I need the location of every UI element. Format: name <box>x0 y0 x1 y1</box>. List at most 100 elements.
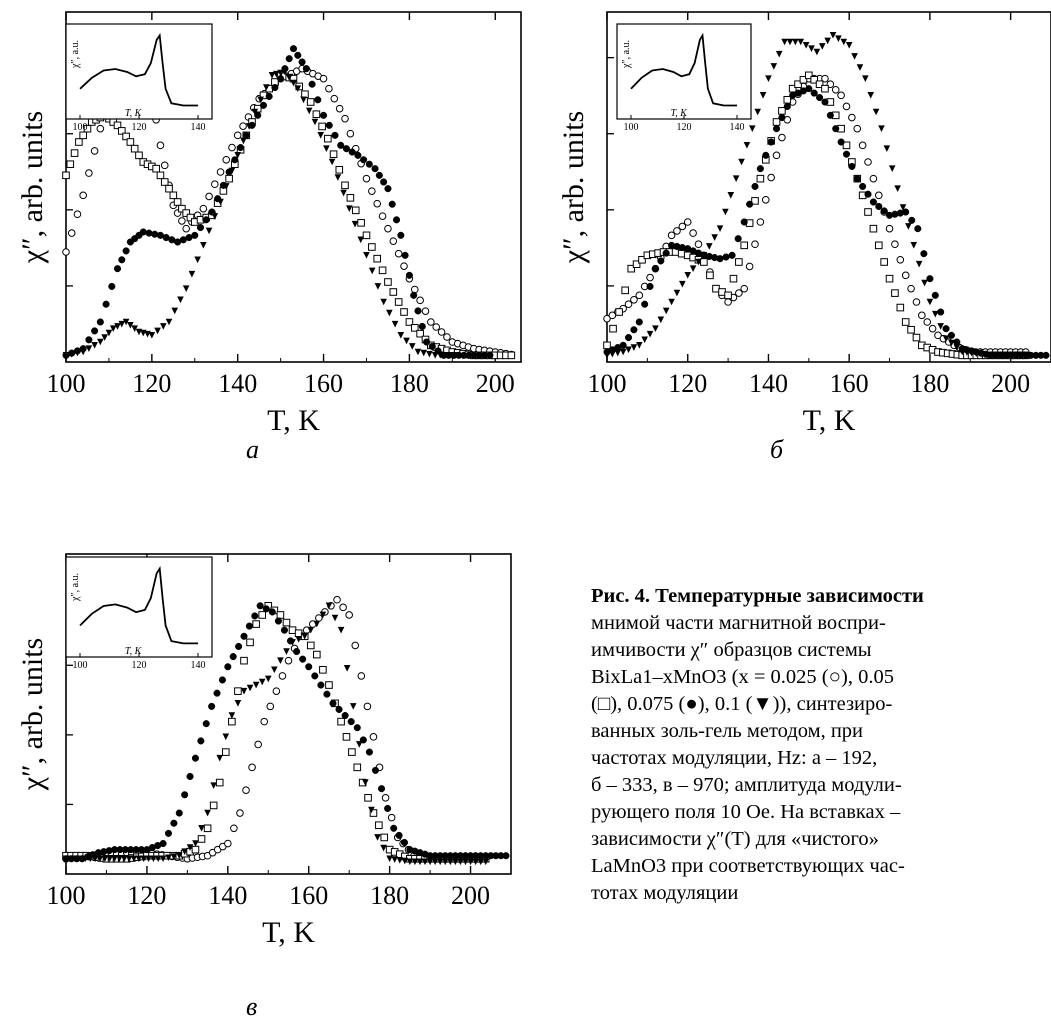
marker-filled-triangle <box>362 779 369 786</box>
marker-filled-triangle <box>289 639 296 646</box>
marker-filled-triangle <box>130 855 138 863</box>
marker-filled-triangle <box>317 132 324 139</box>
marker-open-square <box>756 174 765 183</box>
marker-open-square <box>615 308 623 316</box>
marker-filled-triangle <box>101 855 109 863</box>
marker-open-square <box>312 110 321 119</box>
x-axis-label: T, K <box>267 404 320 437</box>
x-tick-label: 140 <box>218 369 257 398</box>
caption-line: ванных золь-гель методом, при <box>591 720 864 742</box>
marker-open-circle <box>751 240 759 249</box>
marker-filled-circle <box>365 748 373 756</box>
marker-filled-circle <box>486 351 494 359</box>
marker-open-circle <box>772 151 781 160</box>
marker-filled-circle <box>323 690 331 698</box>
marker-filled-triangle <box>808 45 815 52</box>
marker-filled-triangle <box>609 350 616 358</box>
marker-filled-triangle <box>673 289 681 297</box>
marker-open-circle <box>673 227 681 235</box>
marker-open-circle <box>907 284 915 293</box>
marker-filled-triangle <box>397 332 405 339</box>
marker-open-square <box>885 274 894 283</box>
marker-filled-circle <box>853 175 861 183</box>
marker-filled-triangle <box>307 626 315 634</box>
marker-filled-circle <box>365 160 373 168</box>
marker-filled-triangle <box>334 174 342 181</box>
marker-open-square <box>394 298 403 306</box>
marker-open-circle <box>182 224 190 233</box>
marker-filled-triangle <box>135 855 143 863</box>
marker-open-square <box>353 763 362 772</box>
marker-open-circle <box>874 191 883 200</box>
marker-open-circle <box>369 733 378 741</box>
marker-filled-circle <box>859 182 867 190</box>
marker-filled-triangle <box>447 858 454 866</box>
marker-filled-triangle <box>217 198 224 206</box>
marker-filled-circle <box>405 271 413 279</box>
marker-filled-circle <box>237 144 245 152</box>
marker-filled-triangle <box>987 352 994 359</box>
marker-filled-circle <box>842 150 851 158</box>
marker-filled-triangle <box>271 666 278 674</box>
marker-filled-circle <box>837 138 845 146</box>
marker-filled-triangle <box>109 325 117 332</box>
marker-open-square <box>209 801 218 810</box>
marker-open-square <box>794 80 802 89</box>
marker-filled-triangle <box>467 858 474 866</box>
marker-filled-circle <box>254 111 262 119</box>
inset-x-tick-label: 100 <box>73 122 88 133</box>
marker-open-square <box>169 191 178 200</box>
marker-open-circle <box>853 124 862 133</box>
marker-filled-circle <box>353 724 361 732</box>
marker-filled-triangle <box>165 854 172 862</box>
marker-filled-circle <box>196 224 205 232</box>
marker-filled-circle <box>293 647 301 656</box>
marker-filled-circle <box>920 250 928 258</box>
marker-open-square <box>165 184 173 193</box>
marker-filled-circle <box>245 622 253 630</box>
marker-open-square <box>384 278 392 286</box>
marker-open-square <box>362 231 371 240</box>
marker-filled-triangle <box>743 142 751 149</box>
marker-filled-circle <box>164 829 173 837</box>
inset-x-tick-label: 140 <box>191 660 206 671</box>
inset: 100 120 140 T, K χ″, a.u. <box>65 556 213 671</box>
marker-filled-triangle <box>301 632 308 640</box>
marker-filled-triangle <box>159 855 167 863</box>
marker-open-square <box>126 138 135 146</box>
marker-filled-triangle <box>72 855 80 863</box>
marker-open-square <box>186 213 195 222</box>
marker-filled-triangle <box>204 809 211 817</box>
marker-open-square <box>348 748 356 756</box>
marker-filled-triangle <box>216 754 224 762</box>
marker-filled-triangle <box>97 338 104 346</box>
marker-open-circle <box>410 285 419 294</box>
marker-open-circle <box>603 314 611 323</box>
caption-line: рующего поля 10 Oe. На вставках – <box>591 801 901 823</box>
panel-label-v: в <box>246 992 258 1021</box>
marker-open-circle <box>635 291 644 300</box>
marker-open-square <box>118 127 126 135</box>
marker-filled-circle <box>410 291 418 299</box>
marker-open-square <box>203 824 212 833</box>
marker-open-circle <box>224 839 232 848</box>
marker-filled-triangle <box>355 741 363 748</box>
marker-filled-circle <box>191 754 200 762</box>
marker-filled-triangle <box>862 75 869 82</box>
marker-filled-circle <box>298 58 306 66</box>
marker-open-circle <box>363 702 372 711</box>
marker-open-square <box>375 821 383 830</box>
marker-open-circle <box>831 85 840 94</box>
inset-curve <box>630 32 737 107</box>
x-tick-label: 200 <box>991 369 1030 398</box>
marker-filled-triangle <box>380 844 387 852</box>
caption-line: (□), 0.075 (●), 0.1 (▼)), синтезиро- <box>591 693 893 715</box>
marker-filled-triangle <box>277 69 284 77</box>
marker-filled-triangle <box>931 310 939 318</box>
y-axis-label: χ″, arb. units <box>16 638 49 791</box>
marker-filled-triangle <box>968 349 975 357</box>
marker-filled-circle <box>821 98 829 106</box>
marker-open-square <box>79 131 87 140</box>
marker-filled-triangle <box>74 349 81 357</box>
